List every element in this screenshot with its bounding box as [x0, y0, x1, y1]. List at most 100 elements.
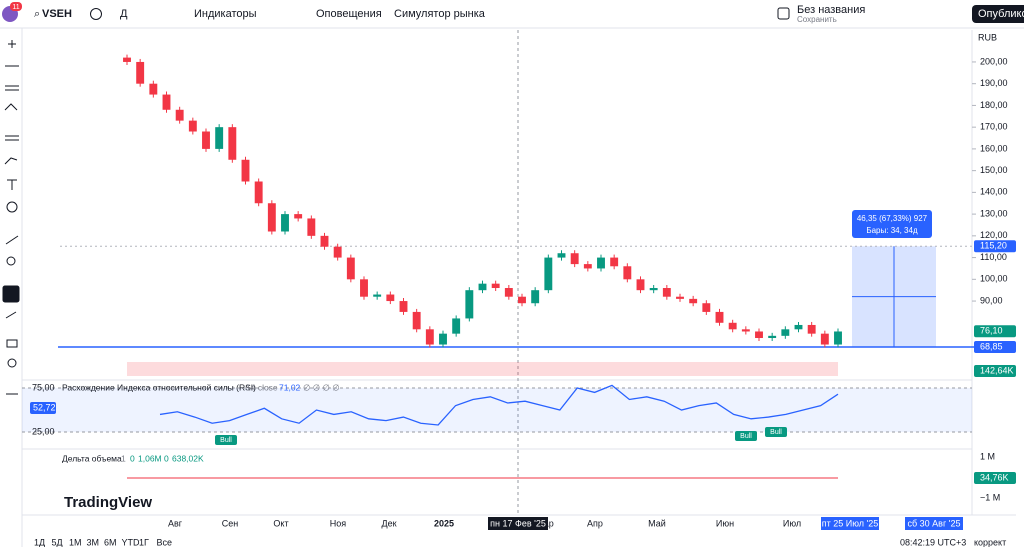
time-tag	[905, 517, 963, 530]
save-label[interactable]: Сохранить	[797, 15, 837, 24]
candle	[781, 329, 790, 336]
replay-btn[interactable]: Симулятор рынка	[394, 8, 486, 20]
delta-axis: 1 M	[980, 451, 995, 461]
add-icon[interactable]	[90, 8, 102, 20]
price-label: 100,00	[980, 274, 1008, 284]
range-btn[interactable]: YTD	[122, 537, 141, 547]
candle	[570, 253, 579, 265]
candle	[834, 331, 842, 345]
range-btn[interactable]: 1Д	[34, 537, 45, 547]
rsi-band	[22, 388, 972, 433]
rsi-title: Расхождение Индекса относительной силы (…	[62, 382, 256, 392]
price-label: 130,00	[980, 208, 1008, 218]
layout-name[interactable]: Без названия	[797, 4, 865, 16]
delta-param: 0	[130, 453, 135, 463]
candle	[346, 257, 355, 280]
time-tag-label: пн 17 Фев '25	[490, 518, 546, 528]
candle	[649, 288, 658, 291]
symbol[interactable]: VSEH	[42, 8, 72, 20]
rsi-tick-label: 25,00	[32, 426, 55, 436]
indicators-btn[interactable]: Индикаторы	[194, 8, 257, 20]
candle	[583, 264, 592, 269]
candle	[741, 329, 750, 332]
price-label: 150,00	[980, 165, 1008, 175]
delta-param: 1,06M	[138, 453, 162, 463]
month-label: Ноя	[330, 518, 347, 528]
volume-area	[127, 362, 838, 376]
candle	[399, 301, 408, 312]
range-btn[interactable]: 5Д	[52, 537, 63, 547]
alerts-btn[interactable]: Оповещения	[316, 8, 382, 20]
candle	[333, 246, 342, 258]
candle	[188, 120, 197, 132]
candle	[123, 57, 131, 62]
badge	[10, 2, 22, 11]
left-tools	[2, 40, 20, 395]
publish-label[interactable]: Опубликов	[978, 8, 1024, 20]
candle	[820, 333, 829, 345]
month-label: Май	[648, 518, 666, 528]
candle	[755, 331, 763, 339]
time-tag	[488, 517, 548, 530]
range-btn[interactable]: 1Г	[139, 537, 149, 547]
measure-tooltip	[852, 210, 932, 238]
candle	[425, 329, 434, 345]
price-label: 200,00	[980, 56, 1008, 66]
range-btn[interactable]: 3М	[87, 537, 100, 547]
last-price-tag	[974, 325, 1016, 338]
candle	[557, 253, 566, 258]
volume-tag-label: 142,64K	[980, 365, 1014, 375]
volume-tag	[974, 365, 1016, 377]
price-label: 90,00	[980, 295, 1003, 305]
candle	[267, 203, 276, 232]
candle	[373, 294, 382, 297]
delta-param: 638,02K	[172, 453, 204, 463]
interval[interactable]: Д	[120, 8, 128, 20]
month-label: Апр	[587, 518, 603, 528]
measure-text: Бары: 34, 34д	[866, 226, 918, 235]
month-label: Июл	[783, 518, 801, 528]
measure-tag	[974, 240, 1016, 253]
candle	[320, 235, 329, 247]
candle	[623, 266, 632, 280]
candle	[478, 283, 487, 291]
candle	[702, 303, 711, 312]
bull-label: Bull	[740, 433, 752, 440]
candle	[452, 318, 461, 334]
badge-count: 11	[12, 4, 19, 11]
candle	[715, 311, 724, 323]
rsi-extra: ∅ ∅ ∅ ∅	[303, 382, 340, 392]
candle	[689, 298, 698, 304]
search-icon: ⌕	[34, 8, 40, 20]
candle	[294, 214, 303, 219]
delta-title: Дельта объема	[62, 453, 122, 463]
candle	[676, 296, 684, 299]
month-label: Авг	[168, 518, 183, 528]
top-toolbar	[0, 0, 1024, 28]
range-btn[interactable]: 1М	[69, 537, 82, 547]
bull-tag	[735, 431, 757, 441]
rsi-line	[159, 384, 839, 426]
logo: TradingView	[64, 494, 152, 511]
publish-btn[interactable]	[972, 5, 1024, 23]
bull-tag	[765, 427, 787, 437]
range-btn[interactable]: 6М	[104, 537, 117, 547]
range-btn[interactable]: Все	[157, 537, 173, 547]
candle	[307, 218, 316, 236]
month-label: Окт	[273, 518, 288, 528]
support-tag	[974, 341, 1016, 354]
measure-text: 46,35 (67,33%) 927	[857, 214, 928, 223]
price-label: 110,00	[980, 252, 1007, 262]
candle	[610, 257, 619, 267]
delta-tag-label: 34,76K	[980, 472, 1009, 482]
measure-tag-label: 115,20	[980, 241, 1007, 251]
candle	[412, 311, 421, 330]
delta-axis: −1 M	[980, 492, 1000, 502]
price-label: 140,00	[980, 187, 1008, 197]
layout-icon	[777, 7, 790, 20]
candle	[241, 159, 250, 182]
price-label: 120,00	[980, 230, 1008, 240]
price-label: 180,00	[980, 100, 1008, 110]
candle	[491, 283, 500, 289]
